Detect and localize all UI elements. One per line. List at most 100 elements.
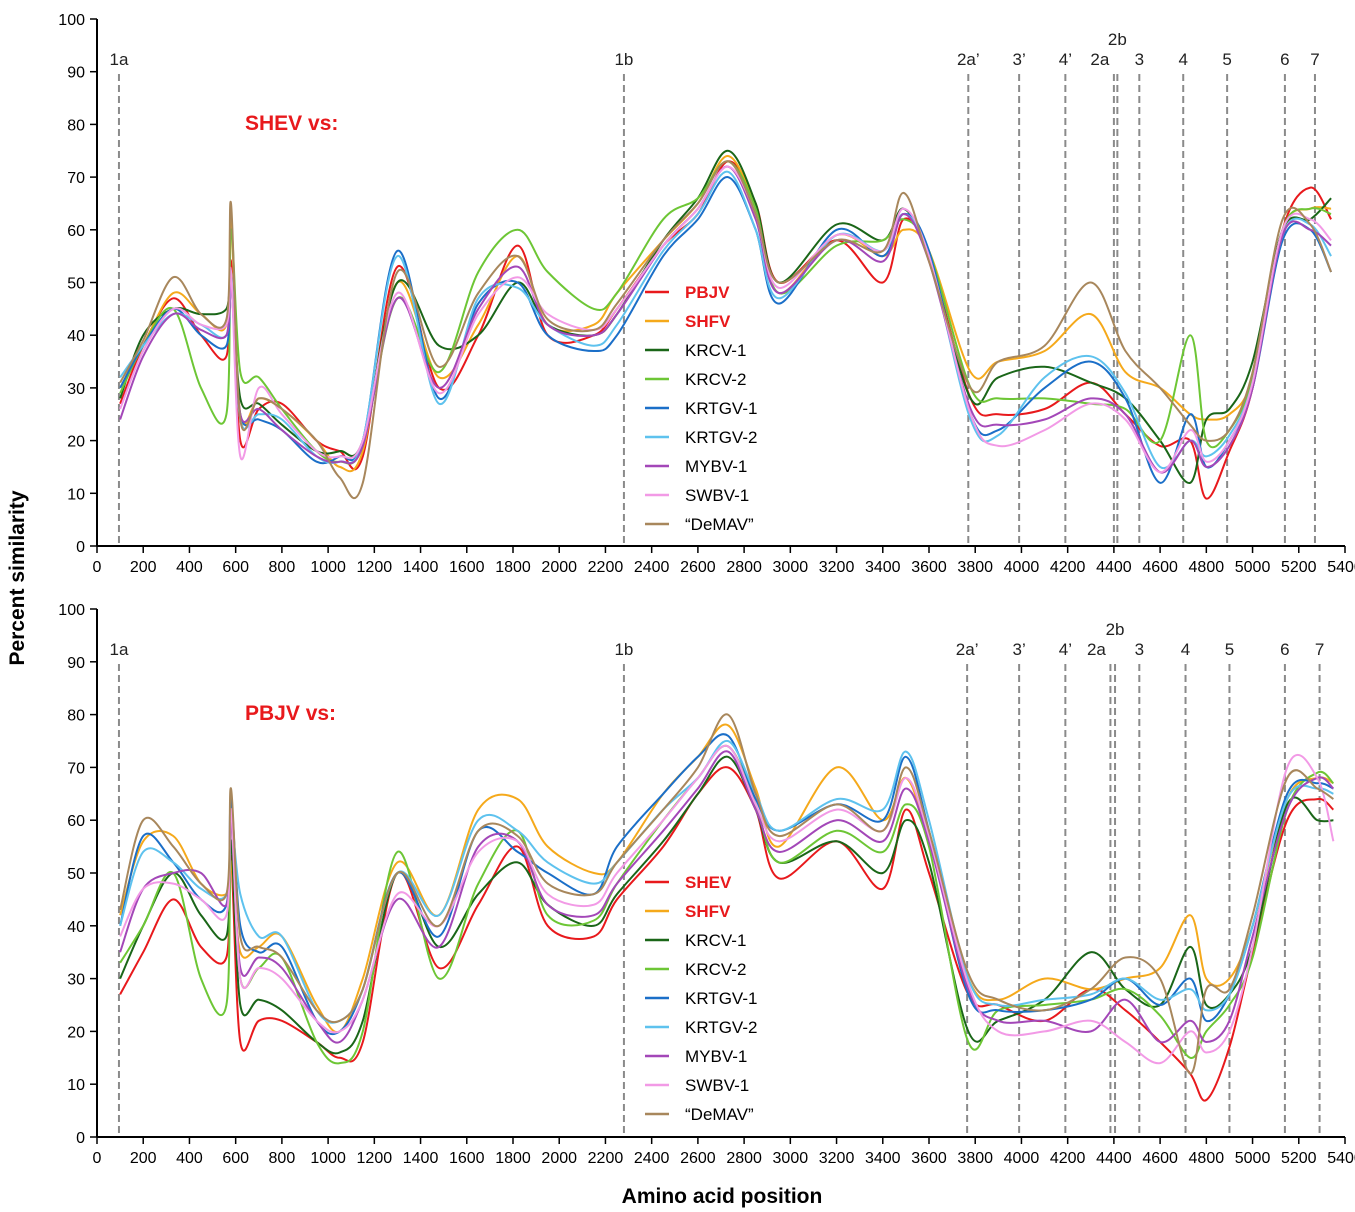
x-tick-label: 4000 — [1004, 1150, 1040, 1167]
gene-label: 7 — [1315, 640, 1324, 659]
x-axis-label: Amino acid position — [622, 1185, 823, 1208]
x-tick-label: 2600 — [680, 559, 716, 576]
legend-entry: SWBV-1 — [685, 486, 749, 505]
y-tick-label: 20 — [67, 1024, 85, 1041]
gene-label: 4 — [1181, 640, 1190, 659]
y-tick-label: 30 — [67, 972, 85, 989]
x-tick-label: 1200 — [357, 1150, 393, 1167]
gene-label: 3 — [1135, 50, 1144, 69]
x-tick-label: 800 — [269, 1150, 296, 1167]
legend-entry: “DeMAV” — [685, 515, 754, 534]
y-tick-label: 90 — [67, 655, 85, 672]
series-line-krtgv-2 — [119, 170, 1332, 470]
x-tick-label: 3200 — [819, 559, 855, 576]
y-tick-label: 70 — [67, 170, 85, 187]
x-tick-label: 1000 — [310, 559, 346, 576]
gene-label: 1a — [109, 50, 128, 69]
panel-title: SHEV vs: — [245, 112, 338, 135]
series-line-mybv-1 — [119, 750, 1335, 1044]
legend-entry: PBJV — [685, 283, 730, 302]
x-tick-label: 0 — [93, 559, 102, 576]
x-tick-label: 2200 — [588, 559, 624, 576]
x-tick-label: 4600 — [1142, 1150, 1178, 1167]
x-tick-label: 600 — [222, 1150, 249, 1167]
gene-label: 2b — [1108, 30, 1127, 49]
x-tick-label: 2000 — [541, 1150, 577, 1167]
x-tick-label: 600 — [222, 559, 249, 576]
legend-entry: KRCV-1 — [685, 931, 746, 950]
legend-entry: SWBV-1 — [685, 1076, 749, 1095]
y-tick-label: 60 — [67, 813, 85, 830]
x-tick-label: 3600 — [911, 1150, 947, 1167]
gene-label: 6 — [1280, 50, 1289, 69]
y-tick-label: 90 — [67, 65, 85, 82]
legend-entry: MYBV-1 — [685, 457, 747, 476]
y-tick-label: 100 — [58, 602, 85, 619]
x-tick-label: 4800 — [1189, 1150, 1225, 1167]
gene-label: 3 — [1135, 640, 1144, 659]
gene-label: 2a — [1090, 50, 1109, 69]
x-tick-label: 4200 — [1050, 1150, 1086, 1167]
x-tick-label: 4400 — [1096, 559, 1132, 576]
x-tick-label: 3800 — [957, 1150, 993, 1167]
series-line-swbv-1 — [119, 165, 1332, 474]
gene-label: 1b — [614, 50, 633, 69]
legend-entry: KRTGV-1 — [685, 399, 757, 418]
y-tick-label: 10 — [67, 486, 85, 503]
series-line-shev — [119, 766, 1335, 1102]
series-line-krcv-1 — [119, 755, 1334, 1055]
x-tick-label: 3400 — [865, 1150, 901, 1167]
x-tick-label: 2400 — [634, 1150, 670, 1167]
gene-label: 1b — [614, 640, 633, 659]
x-tick-label: 0 — [93, 1150, 102, 1167]
y-tick-label: 20 — [67, 434, 85, 451]
series-line-demav — [119, 160, 1333, 500]
legend-entry: KRCV-2 — [685, 960, 746, 979]
x-tick-label: 3200 — [819, 1150, 855, 1167]
x-tick-label: 1400 — [403, 1150, 439, 1167]
x-tick-label: 5200 — [1281, 559, 1317, 576]
x-tick-label: 3400 — [865, 559, 901, 576]
x-tick-label: 2400 — [634, 559, 670, 576]
gene-label: 4’ — [1059, 640, 1072, 659]
y-tick-label: 60 — [67, 223, 85, 240]
x-tick-label: 1800 — [495, 559, 531, 576]
x-tick-label: 3800 — [957, 559, 993, 576]
series-line-swbv-1 — [119, 744, 1335, 1065]
x-tick-label: 1200 — [357, 559, 393, 576]
x-tick-label: 5200 — [1281, 1150, 1317, 1167]
x-tick-label: 4600 — [1142, 559, 1178, 576]
x-tick-label: 200 — [130, 1150, 157, 1167]
y-tick-label: 30 — [67, 381, 85, 398]
x-tick-label: 4400 — [1096, 1150, 1132, 1167]
x-tick-label: 1600 — [449, 559, 485, 576]
x-tick-label: 200 — [130, 559, 157, 576]
y-tick-label: 70 — [67, 760, 85, 777]
x-tick-label: 800 — [269, 559, 296, 576]
legend-entry: SHFV — [685, 312, 731, 331]
y-tick-label: 80 — [67, 708, 85, 725]
legend-entry: KRCV-1 — [685, 341, 746, 360]
x-tick-label: 4200 — [1050, 559, 1086, 576]
gene-label: 1a — [109, 640, 128, 659]
x-tick-label: 2000 — [541, 559, 577, 576]
legend-entry: “DeMAV” — [685, 1105, 754, 1124]
gene-label: 3’ — [1013, 640, 1026, 659]
gene-label: 4’ — [1059, 50, 1072, 69]
legend-entry: SHFV — [685, 902, 731, 921]
legend-entry: MYBV-1 — [685, 1047, 747, 1066]
legend-entry: SHEV — [685, 873, 732, 892]
y-tick-label: 50 — [67, 866, 85, 883]
gene-label: 4 — [1178, 50, 1187, 69]
y-tick-label: 40 — [67, 919, 85, 936]
y-tick-label: 80 — [67, 117, 85, 134]
y-tick-label: 50 — [67, 276, 85, 293]
gene-label: 2b — [1106, 620, 1125, 639]
gene-label: 3’ — [1013, 50, 1026, 69]
x-tick-label: 2800 — [726, 559, 762, 576]
x-tick-label: 4800 — [1189, 559, 1225, 576]
legend-entry: KRCV-2 — [685, 370, 746, 389]
